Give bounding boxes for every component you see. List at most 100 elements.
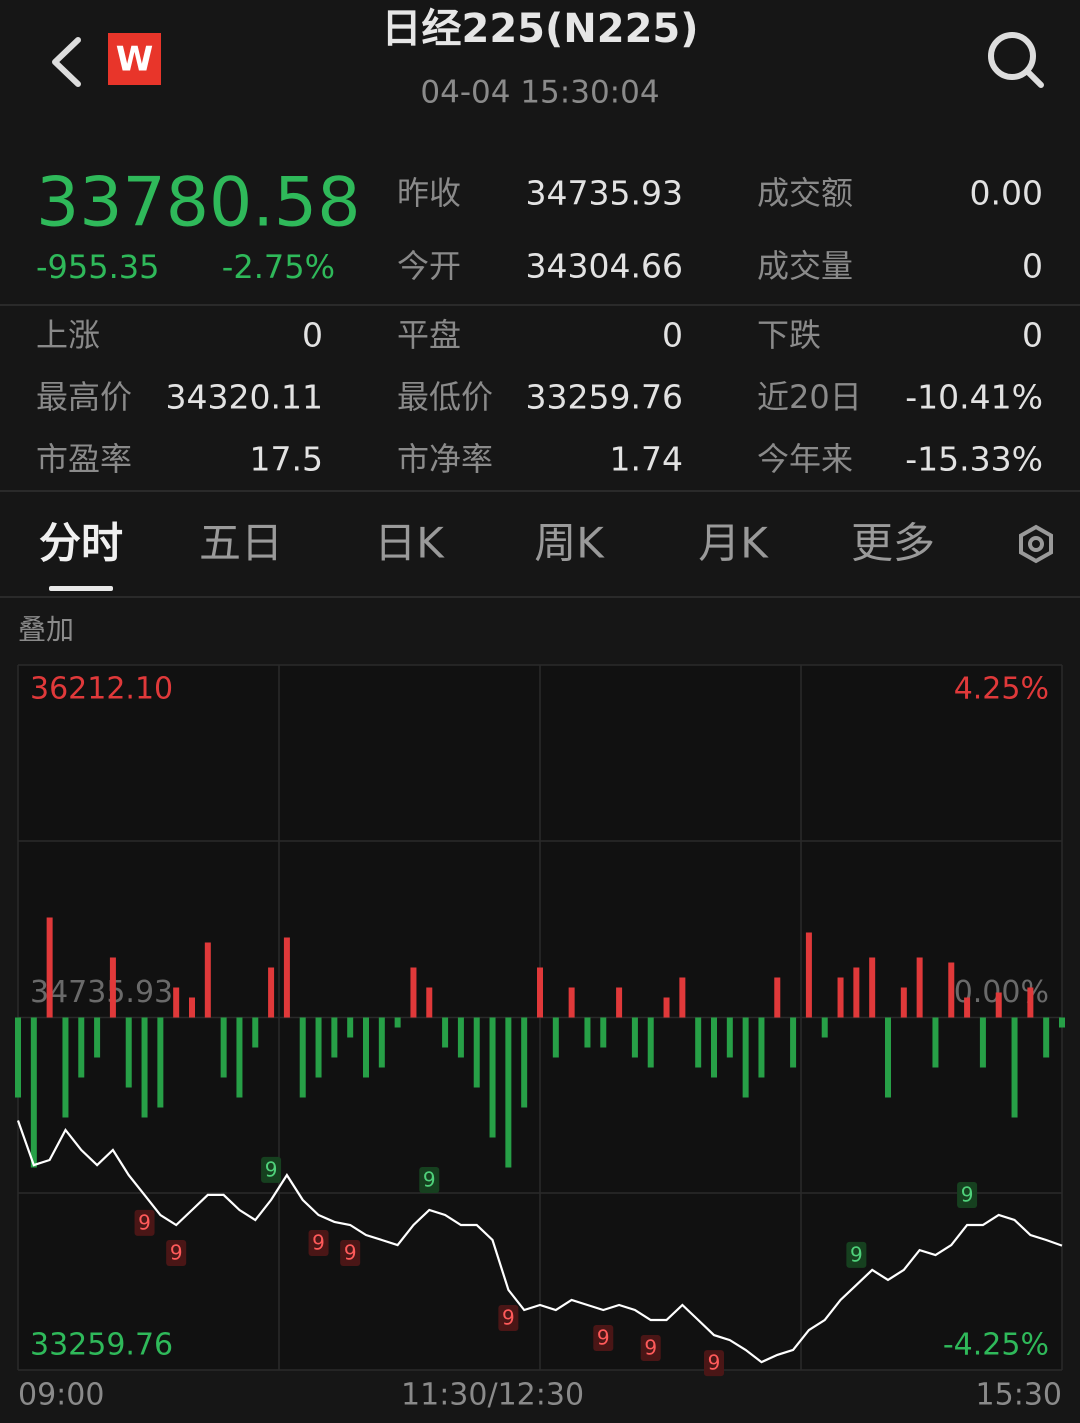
marker-label: 9	[708, 1351, 721, 1375]
flow-bar	[1043, 1017, 1050, 1058]
flow-bar	[173, 987, 180, 1018]
marker-badge	[308, 1229, 329, 1256]
stat-label: 近20日	[757, 378, 862, 416]
flow-bar	[663, 997, 670, 1018]
flow-bar	[948, 962, 955, 1018]
signal-marker: 9	[957, 1181, 978, 1208]
signal-marker: 9	[261, 1156, 282, 1183]
flow-bar	[568, 987, 575, 1018]
flow-bar	[315, 1017, 322, 1078]
stat-label: 市盈率	[36, 440, 132, 478]
flow-bar	[790, 1017, 797, 1068]
y-tick-label: 34735.93	[30, 975, 173, 1010]
flow-bar	[679, 977, 686, 1018]
signal-marker: 9	[593, 1325, 614, 1352]
marker-badge	[640, 1335, 661, 1362]
marker-label: 9	[344, 1240, 357, 1264]
flow-bar	[1059, 1017, 1065, 1028]
flow-bar	[457, 1017, 464, 1058]
marker-badge	[166, 1239, 187, 1266]
flow-bar	[900, 987, 907, 1018]
marker-label: 9	[502, 1305, 515, 1329]
flow-bar	[711, 1017, 717, 1078]
marker-badge	[261, 1156, 282, 1183]
tab[interactable]: 五日	[199, 519, 283, 568]
tab-indicator	[49, 586, 113, 591]
flow-bar	[774, 977, 781, 1018]
stat-label: 成交额	[757, 174, 853, 212]
flow-bar	[742, 1017, 749, 1098]
flow-bar	[995, 992, 1002, 1018]
marker-badge	[846, 1241, 867, 1268]
signal-marker: 9	[134, 1209, 155, 1236]
marker-badge	[134, 1209, 155, 1236]
flow-bar	[869, 957, 876, 1018]
logo-text: W	[116, 40, 154, 80]
y-tick-label: 33259.76	[30, 1328, 173, 1363]
stat-value: 33259.76	[526, 378, 683, 417]
flow-bar	[979, 1017, 986, 1068]
signal-marker: 9	[498, 1304, 519, 1331]
flow-bar	[726, 1017, 733, 1058]
title: 日经225(N225)	[381, 6, 698, 52]
stat-label: 上涨	[36, 316, 100, 354]
stat-value: 0	[662, 316, 683, 355]
tab[interactable]: 月K	[698, 519, 769, 568]
signal-marker: 9	[419, 1166, 440, 1193]
overlay-label[interactable]: 叠加	[18, 613, 74, 646]
flow-bar	[410, 967, 417, 1018]
flow-bar	[252, 1017, 259, 1048]
stat-value: 0	[1022, 316, 1043, 355]
flow-bar	[331, 1017, 338, 1058]
stat-label: 最低价	[397, 378, 493, 416]
tab[interactable]: 更多	[851, 519, 935, 568]
search-icon	[988, 32, 1036, 80]
flow-bar	[62, 1017, 69, 1118]
search-button[interactable]	[988, 32, 1044, 88]
flow-bar	[552, 1017, 559, 1058]
change-percent: -2.75%	[222, 248, 335, 286]
tab[interactable]: 日K	[374, 519, 445, 568]
x-tick-label: 15:30	[976, 1378, 1062, 1413]
flow-bar	[394, 1017, 401, 1028]
marker-badge	[498, 1304, 519, 1331]
signal-marker: 9	[704, 1350, 724, 1377]
change: -955.35	[36, 248, 160, 286]
marker-badge	[704, 1350, 724, 1377]
stat-value: 34304.66	[526, 247, 683, 286]
back-button[interactable]	[52, 37, 81, 87]
flow-bar	[616, 987, 623, 1018]
flow-bar	[268, 967, 275, 1018]
timestamp: 04-04 15:30:04	[420, 75, 659, 111]
price: 33780.58	[36, 164, 360, 243]
stat-label: 昨收	[397, 174, 461, 212]
marker-label: 9	[138, 1210, 151, 1234]
signal-marker: 9	[340, 1239, 361, 1266]
tab[interactable]: 分时	[39, 519, 123, 568]
marker-label: 9	[961, 1182, 974, 1206]
stat-value: 34735.93	[526, 174, 683, 213]
flow-bar	[157, 1017, 164, 1108]
tab[interactable]: 周K	[534, 519, 605, 568]
flow-bar	[220, 1017, 227, 1078]
flow-bar	[236, 1017, 243, 1098]
settings-icon	[1028, 536, 1044, 552]
signal-marker: 9	[166, 1239, 187, 1266]
flow-bar	[299, 1017, 306, 1098]
logo	[108, 33, 161, 85]
flow-bar	[758, 1017, 765, 1078]
y2-tick-label: 4.25%	[954, 672, 1049, 707]
marker-badge	[957, 1181, 978, 1208]
stat-label: 最高价	[36, 378, 132, 416]
signal-marker: 9	[308, 1229, 329, 1256]
stat-value: 1.74	[610, 440, 683, 479]
flow-bar	[505, 1017, 512, 1168]
stat-value: 17.5	[250, 440, 323, 479]
marker-label: 9	[423, 1167, 436, 1191]
flow-bar	[283, 937, 290, 1018]
stat-label: 市净率	[397, 440, 493, 478]
flow-bar	[1011, 1017, 1018, 1118]
settings-button[interactable]	[1019, 524, 1053, 564]
stat-value: -15.33%	[905, 440, 1043, 479]
